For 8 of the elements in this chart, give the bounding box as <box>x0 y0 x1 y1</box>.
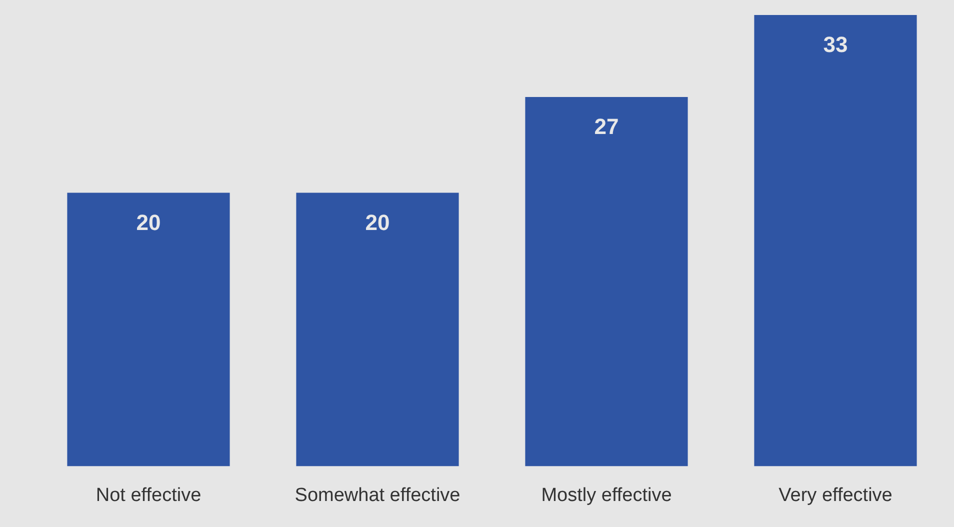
x-tick-label: Very effective <box>778 484 892 506</box>
data-label: 20 <box>136 210 161 235</box>
data-label: 20 <box>365 210 390 235</box>
x-tick-label: Mostly effective <box>541 484 672 506</box>
x-tick-label: Somewhat effective <box>294 484 460 506</box>
x-tick-label: Not effective <box>96 484 202 506</box>
data-label: 27 <box>594 114 619 140</box>
data-label: 33 <box>823 32 848 58</box>
